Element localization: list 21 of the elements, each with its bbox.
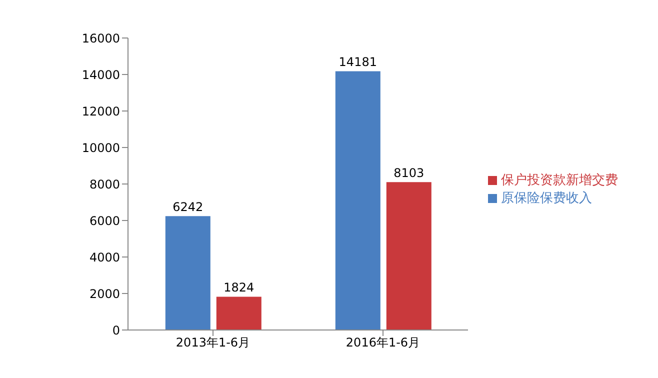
y-tick-label: 2000: [89, 286, 120, 301]
x-tick-label: 2016年1-6月: [346, 336, 420, 350]
y-tick-label: 12000: [82, 104, 120, 118]
data-label: 8103: [394, 166, 424, 180]
y-tick-label: 10000: [82, 140, 120, 155]
data-label: 1824: [224, 280, 254, 295]
y-tick-label: 6000: [89, 214, 120, 228]
y-tick-label: 8000: [89, 177, 120, 192]
y-tick-label: 4000: [89, 250, 120, 264]
legend-label: 原保险保费收入: [501, 191, 592, 206]
y-tick-label: 16000: [82, 31, 120, 46]
bar: [165, 216, 210, 330]
data-label: 6242: [172, 200, 204, 214]
bar: [216, 296, 262, 330]
legend-label: 保户投资款新增交费: [501, 173, 618, 188]
x-tick-label: 2013年1-6月: [176, 336, 250, 350]
y-tick-label: 0: [112, 323, 120, 338]
bar: [335, 71, 380, 330]
data-label: 14181: [338, 55, 377, 70]
y-tick-label: 14000: [82, 68, 120, 82]
bar: [386, 182, 432, 330]
